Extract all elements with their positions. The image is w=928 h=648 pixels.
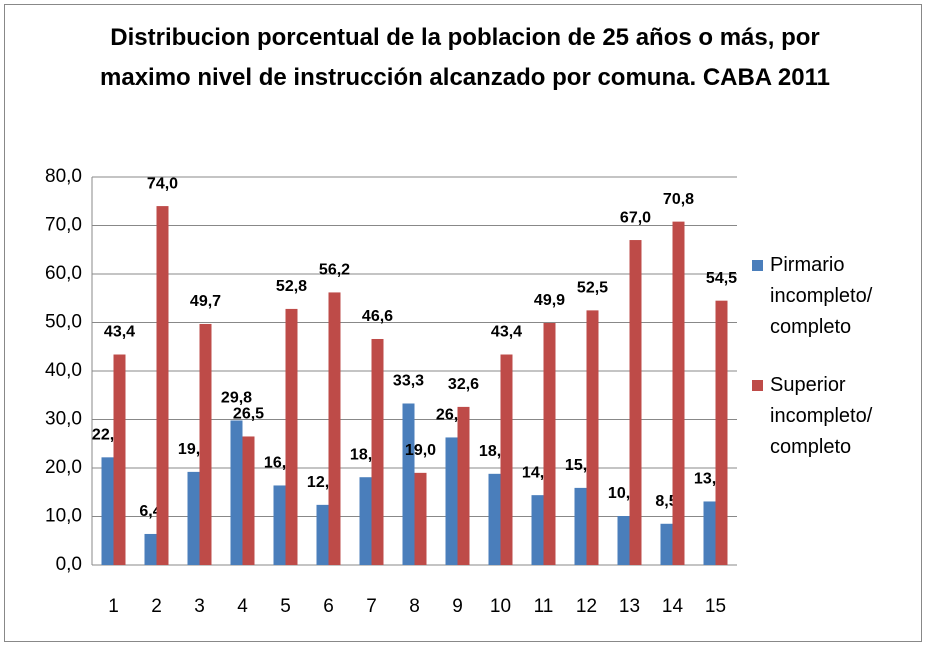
value-label: 8,5 bbox=[655, 493, 677, 510]
bar bbox=[242, 436, 255, 565]
chart-border bbox=[4, 4, 922, 642]
y-tick-label: 20,0 bbox=[45, 457, 82, 478]
bar bbox=[316, 504, 329, 565]
x-tick-label: 8 bbox=[409, 596, 420, 617]
x-tick-label: 11 bbox=[534, 596, 554, 617]
legend-swatch bbox=[752, 260, 763, 271]
bar bbox=[543, 322, 556, 565]
x-tick-label: 2 bbox=[151, 596, 162, 617]
bar bbox=[414, 472, 427, 565]
bar bbox=[531, 495, 544, 565]
bar bbox=[144, 533, 157, 565]
value-label: 29,8 bbox=[221, 390, 252, 407]
y-tick-label: 80,0 bbox=[45, 166, 82, 187]
bar bbox=[617, 516, 630, 565]
bar bbox=[328, 292, 341, 565]
x-tick-label: 13 bbox=[619, 596, 640, 617]
y-tick-label: 40,0 bbox=[45, 360, 82, 381]
value-label: 49,7 bbox=[190, 293, 221, 310]
x-tick-label: 7 bbox=[366, 596, 377, 617]
bar bbox=[703, 501, 716, 565]
legend-label: Superior incompleto/ completo bbox=[770, 374, 873, 458]
x-tick-label: 3 bbox=[194, 596, 205, 617]
value-label: 56,2 bbox=[319, 262, 350, 279]
bar bbox=[285, 308, 298, 565]
bar bbox=[199, 323, 212, 565]
value-label: 46,6 bbox=[362, 308, 393, 325]
y-tick-label: 60,0 bbox=[45, 263, 82, 284]
value-label: 32,6 bbox=[448, 376, 479, 393]
value-label: 26,5 bbox=[233, 406, 264, 423]
value-label: 6,4 bbox=[139, 503, 161, 520]
bar bbox=[715, 300, 728, 565]
legend-swatch bbox=[752, 380, 763, 391]
y-tick-label: 10,0 bbox=[45, 506, 82, 527]
bar bbox=[574, 487, 587, 565]
bar bbox=[187, 471, 200, 565]
bar bbox=[500, 354, 513, 565]
x-tick-label: 1 bbox=[108, 596, 119, 617]
value-label: 49,9 bbox=[534, 292, 565, 309]
x-tick-label: 14 bbox=[662, 596, 684, 617]
value-label: 74,0 bbox=[147, 175, 178, 192]
value-label: 43,4 bbox=[491, 324, 522, 341]
bar bbox=[101, 457, 114, 565]
bar bbox=[457, 406, 470, 565]
value-label: 67,0 bbox=[620, 209, 651, 226]
bar bbox=[488, 473, 501, 565]
y-tick-label: 30,0 bbox=[45, 409, 82, 430]
value-label: 52,8 bbox=[276, 278, 307, 295]
bar bbox=[273, 485, 286, 565]
bar bbox=[445, 437, 458, 565]
bar bbox=[359, 477, 372, 565]
x-tick-label: 15 bbox=[705, 596, 726, 617]
value-label: 70,8 bbox=[663, 191, 694, 208]
x-tick-label: 10 bbox=[490, 596, 511, 617]
x-tick-label: 4 bbox=[237, 596, 248, 617]
bar bbox=[586, 310, 599, 565]
x-tick-label: 6 bbox=[323, 596, 334, 617]
bar bbox=[156, 206, 169, 565]
x-tick-label: 12 bbox=[576, 596, 597, 617]
x-tick-label: 5 bbox=[280, 596, 291, 617]
bar bbox=[371, 338, 384, 565]
legend-item: Pirmario incompleto/ completo bbox=[752, 250, 928, 343]
bar bbox=[660, 523, 673, 565]
bar bbox=[629, 240, 642, 566]
legend-item: Superior incompleto/ completo bbox=[752, 370, 928, 463]
y-tick-label: 50,0 bbox=[45, 312, 82, 333]
value-label: 54,5 bbox=[706, 270, 737, 287]
value-label: 19,0 bbox=[405, 442, 436, 459]
value-label: 52,5 bbox=[577, 280, 608, 297]
bar bbox=[230, 420, 243, 565]
value-label: 43,4 bbox=[104, 324, 135, 341]
y-tick-label: 70,0 bbox=[45, 215, 82, 236]
bar bbox=[113, 354, 126, 565]
value-label: 33,3 bbox=[393, 373, 424, 390]
bar bbox=[402, 403, 415, 565]
x-tick-label: 9 bbox=[452, 596, 463, 617]
chart-title: Distribucion porcentual de la poblacion … bbox=[100, 24, 830, 91]
bar bbox=[672, 221, 685, 565]
legend-label: Pirmario incompleto/ completo bbox=[770, 254, 873, 338]
y-tick-label: 0,0 bbox=[56, 554, 82, 575]
